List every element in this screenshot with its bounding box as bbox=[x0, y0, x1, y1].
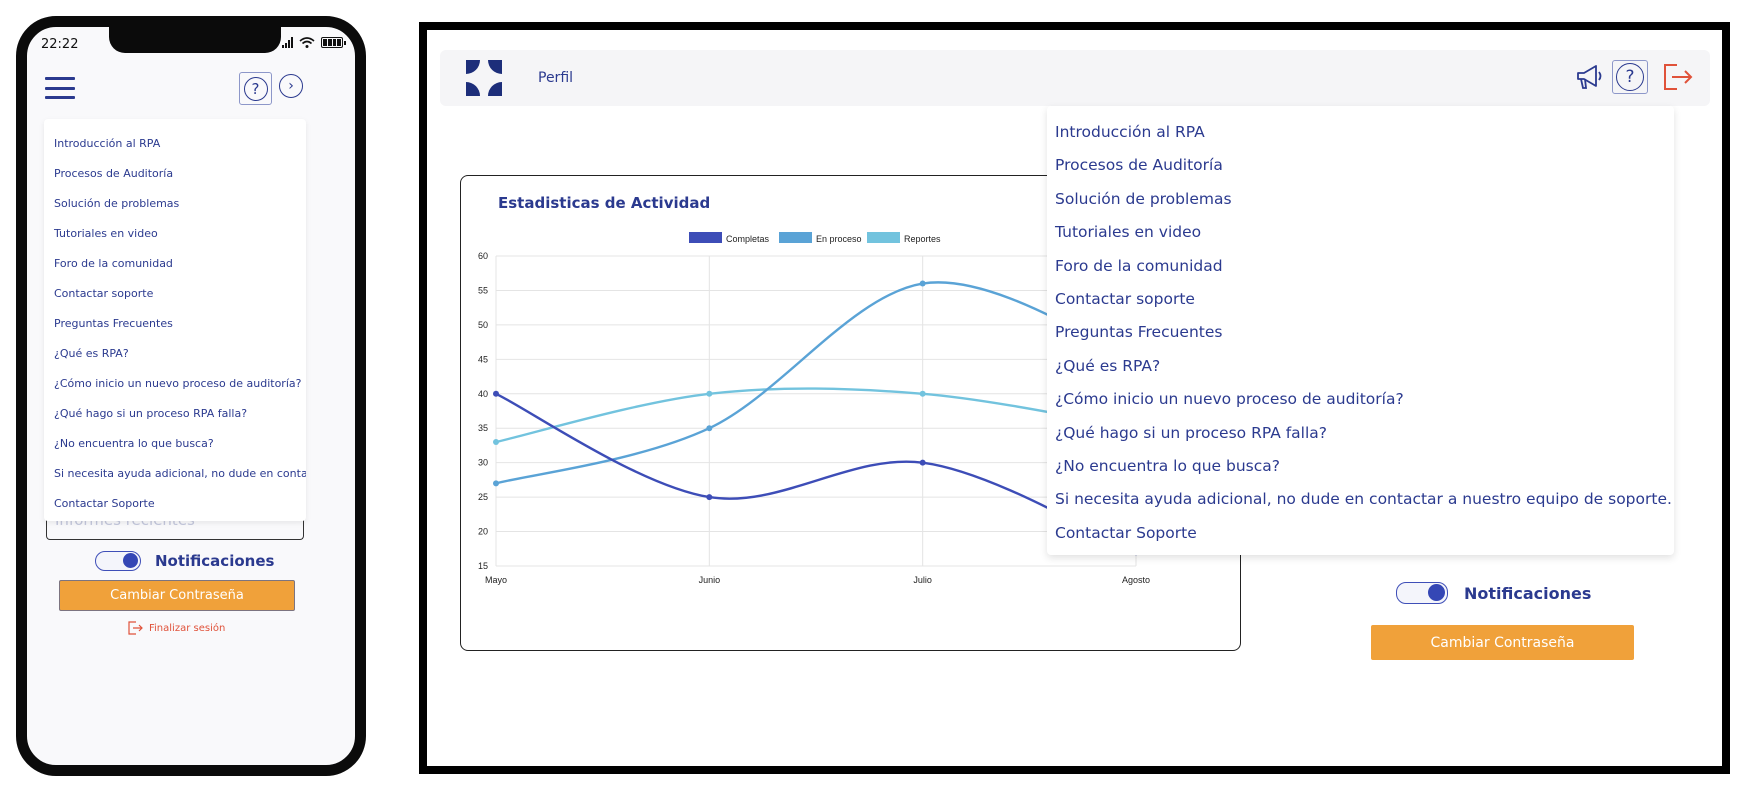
series-line-1 bbox=[495, 281, 1137, 485]
change-password-button[interactable]: Cambiar Contraseña bbox=[59, 580, 295, 611]
mobile-menu-item[interactable]: ¿Qué es RPA? bbox=[54, 347, 129, 360]
phone-notch bbox=[109, 27, 281, 53]
series-line-0 bbox=[495, 392, 1137, 554]
notifications-label: Notificaciones bbox=[155, 552, 275, 570]
mobile-menu-item[interactable]: ¿Cómo inicio un nuevo proceso de auditor… bbox=[54, 377, 302, 390]
desktop-menu-item[interactable]: ¿Qué es RPA? bbox=[1055, 356, 1161, 375]
nav-perfil-link[interactable]: Perfil bbox=[538, 70, 574, 86]
desktop-menu-item[interactable]: Tutoriales en video bbox=[1055, 223, 1202, 242]
desktop-menu-item[interactable]: Si necesita ayuda adicional, no dude en … bbox=[1055, 490, 1672, 509]
mobile-menu-item[interactable]: Solución de problemas bbox=[54, 197, 180, 210]
x-tick-label: Junio bbox=[699, 575, 721, 585]
desktop-menu-item[interactable]: Introducción al RPA bbox=[1055, 123, 1205, 141]
y-tick-label: 30 bbox=[478, 458, 488, 468]
mobile-menu-item[interactable]: Si necesita ayuda adicional, no dude en … bbox=[54, 467, 306, 480]
y-tick-label: 15 bbox=[478, 561, 488, 571]
mobile-menu-item[interactable]: Contactar Soporte bbox=[54, 497, 155, 510]
data-point bbox=[493, 390, 499, 397]
logo-icon bbox=[466, 60, 502, 96]
legend-label: En proceso bbox=[816, 234, 862, 244]
question-circle-icon: ? bbox=[1616, 63, 1644, 91]
y-tick-label: 45 bbox=[478, 354, 488, 364]
desktop-menu-item[interactable]: ¿Cómo inicio un nuevo proceso de auditor… bbox=[1055, 390, 1404, 409]
mobile-frame: 22:22 ? › Informes recientes Introducció… bbox=[16, 16, 366, 776]
mobile-menu-item[interactable]: ¿No encuentra lo que busca? bbox=[54, 437, 214, 450]
notifications-row: Notificaciones bbox=[1396, 582, 1591, 604]
notifications-toggle[interactable] bbox=[1396, 582, 1448, 604]
logout-icon[interactable] bbox=[1662, 62, 1694, 92]
notifications-toggle[interactable] bbox=[95, 551, 141, 571]
legend-swatch bbox=[779, 232, 812, 243]
data-point bbox=[493, 480, 499, 487]
x-tick-label: Julio bbox=[913, 575, 932, 585]
mobile-menu-item[interactable]: Contactar soporte bbox=[54, 287, 154, 300]
legend-label: Reportes bbox=[904, 234, 941, 244]
y-tick-label: 25 bbox=[478, 492, 488, 502]
chart-title: Estadisticas de Actividad bbox=[498, 194, 711, 212]
desktop-frame: Perfil ? Estadisticas de Actividad 15 20 2… bbox=[419, 22, 1730, 774]
y-tick-label: 55 bbox=[478, 285, 488, 295]
data-point bbox=[919, 390, 926, 397]
change-password-button[interactable]: Cambiar Contraseña bbox=[1371, 625, 1634, 660]
data-point bbox=[493, 439, 499, 445]
help-button[interactable]: ? bbox=[1612, 60, 1648, 94]
desktop-menu-item[interactable]: Procesos de Auditoría bbox=[1055, 156, 1223, 175]
megaphone-icon[interactable] bbox=[1574, 62, 1604, 92]
desktop-menu-item[interactable]: Contactar soporte bbox=[1055, 289, 1195, 308]
mobile-menu-item[interactable]: Foro de la comunidad bbox=[54, 257, 173, 270]
legend-label: Completas bbox=[726, 234, 770, 244]
mobile-menu-item[interactable]: Preguntas Frecuentes bbox=[54, 317, 173, 330]
data-point bbox=[919, 459, 926, 466]
hamburger-menu-button[interactable] bbox=[45, 77, 75, 99]
legend-swatch bbox=[867, 232, 900, 243]
y-tick-label: 60 bbox=[478, 251, 488, 261]
mobile-menu-item[interactable]: Tutoriales en video bbox=[54, 227, 158, 240]
legend-swatch bbox=[689, 232, 722, 243]
logout-icon bbox=[128, 621, 143, 635]
logout-label: Finalizar sesión bbox=[149, 622, 226, 634]
data-point bbox=[919, 280, 926, 287]
y-tick-label: 35 bbox=[478, 423, 488, 433]
logout-link[interactable]: Finalizar sesión bbox=[127, 620, 225, 636]
series-line-2 bbox=[495, 387, 1137, 444]
battery-icon bbox=[321, 37, 346, 48]
activity-line-chart: 15 20 25 30 35 40 45 50 55 60 Mayo Junio Julio Agosto… bbox=[478, 232, 1150, 585]
desktop-menu-item[interactable]: Solución de problemas bbox=[1055, 189, 1232, 208]
y-tick-label: 20 bbox=[478, 527, 488, 537]
status-icons bbox=[282, 37, 346, 48]
top-navbar: Perfil ? bbox=[440, 50, 1710, 106]
data-point bbox=[706, 494, 713, 501]
wifi-icon bbox=[299, 37, 315, 48]
data-point bbox=[706, 390, 713, 397]
help-dropdown-desktop: Introducción al RPA Procesos de Auditoría… bbox=[1047, 106, 1674, 555]
mobile-menu-item[interactable]: Introducción al RPA bbox=[54, 137, 161, 150]
question-circle-icon: ? bbox=[243, 76, 268, 101]
x-tick-label: Mayo bbox=[485, 575, 507, 585]
notifications-row: Notificaciones bbox=[95, 551, 274, 571]
mobile-menu-item[interactable]: ¿Qué hago si un proceso RPA falla? bbox=[54, 407, 248, 420]
mobile-menu-item[interactable]: Procesos de Auditoría bbox=[54, 167, 174, 180]
chevron-right-circle-icon[interactable]: › bbox=[279, 74, 303, 98]
status-time: 22:22 bbox=[41, 37, 79, 52]
y-tick-label: 50 bbox=[478, 320, 488, 330]
signal-icon bbox=[282, 37, 293, 48]
help-dropdown-mobile: Introducción al RPA Procesos de Auditoría… bbox=[44, 119, 306, 521]
notifications-label: Notificaciones bbox=[1464, 583, 1592, 603]
desktop-menu-item[interactable]: Foro de la comunidad bbox=[1055, 256, 1223, 275]
desktop-menu-item[interactable]: ¿Qué hago si un proceso RPA falla? bbox=[1055, 423, 1328, 442]
desktop-menu-item[interactable]: ¿No encuentra lo que busca? bbox=[1055, 456, 1280, 475]
help-button[interactable]: ? bbox=[239, 72, 272, 105]
x-tick-label: Agosto bbox=[1122, 575, 1150, 585]
data-point bbox=[706, 425, 713, 432]
desktop-menu-item[interactable]: Preguntas Frecuentes bbox=[1055, 323, 1223, 342]
y-tick-label: 40 bbox=[478, 389, 488, 399]
desktop-menu-item[interactable]: Contactar Soporte bbox=[1055, 523, 1197, 542]
